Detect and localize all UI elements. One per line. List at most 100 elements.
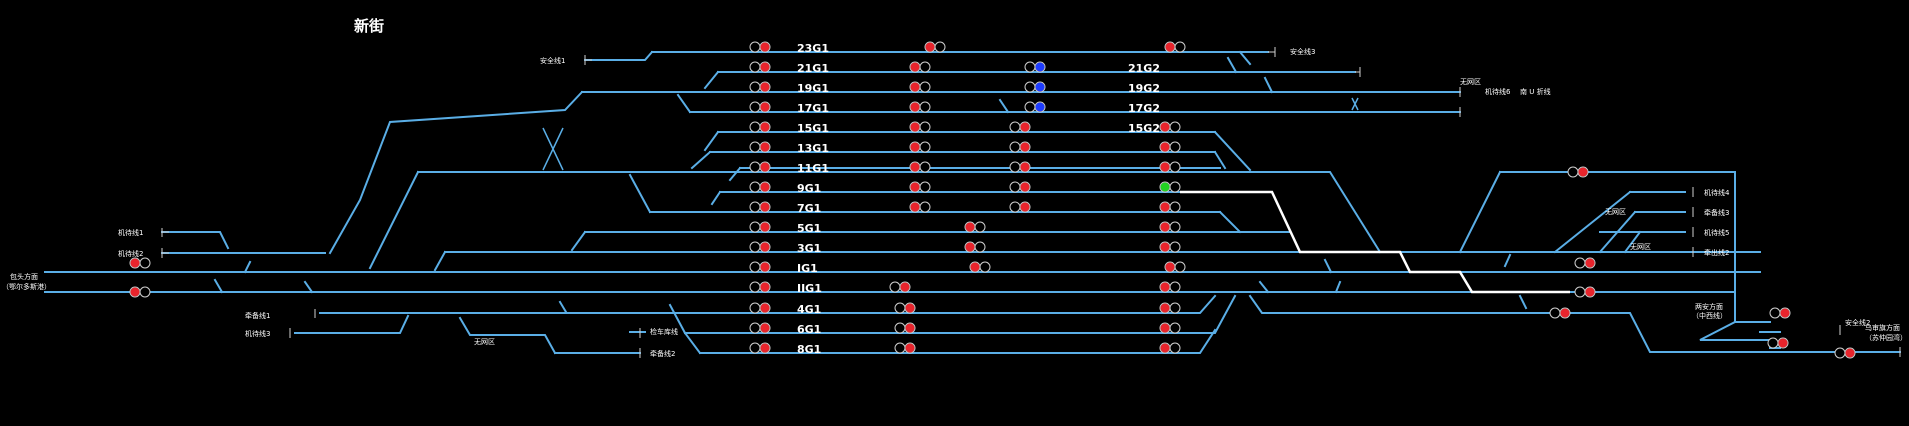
signal-lamp[interactable] — [1159, 342, 1181, 354]
signal-lamp[interactable] — [1574, 257, 1596, 269]
signal-lamp-red — [925, 42, 935, 52]
signal-lamp[interactable] — [1567, 166, 1589, 178]
track-8g1[interactable] — [699, 328, 1217, 354]
signal-lamp[interactable] — [1009, 181, 1031, 193]
signal-lamp[interactable] — [1159, 241, 1181, 253]
signal-lamp-ring — [1169, 201, 1181, 213]
signal-lamp[interactable] — [749, 201, 771, 213]
signal-lamp[interactable] — [1159, 221, 1181, 233]
signal-lamp[interactable] — [749, 81, 771, 93]
signal-lamp[interactable] — [1159, 181, 1181, 193]
signal-lamp[interactable] — [909, 181, 931, 193]
signal-lamp[interactable] — [749, 322, 771, 334]
signal-lamp-red — [910, 162, 920, 172]
signal-lamp[interactable] — [1574, 286, 1596, 298]
signal-lamp-blue — [1035, 82, 1045, 92]
signal-lamp[interactable] — [964, 241, 986, 253]
signal-lamp[interactable] — [1164, 261, 1186, 273]
signal-lamp[interactable] — [1024, 61, 1046, 73]
signal-lamp[interactable] — [1834, 347, 1856, 359]
track-9g1-siding[interactable] — [417, 171, 1382, 254]
signal-lamp[interactable] — [749, 281, 771, 293]
signal-lamp[interactable] — [909, 141, 931, 153]
signal-lamp[interactable] — [1159, 121, 1181, 133]
signal-lamp[interactable] — [1159, 201, 1181, 213]
label-depot: 检车库线 — [650, 327, 678, 336]
signal-lamp-red — [1160, 343, 1170, 353]
signal-lamp-ring — [889, 281, 901, 293]
signal-lamp[interactable] — [909, 161, 931, 173]
signal-lamp-ring — [1024, 61, 1036, 73]
signal-lamp[interactable] — [749, 141, 771, 153]
signal-lamp-red — [1560, 308, 1570, 318]
signal-lamp[interactable] — [129, 257, 151, 269]
signal-lamp[interactable] — [1549, 307, 1571, 319]
label-east-dir-2: （苏仲园湾） — [1865, 333, 1907, 342]
label-mid-dir-1: 两安方面 — [1695, 302, 1723, 311]
signal-lamp-red — [760, 262, 770, 272]
signal-lamp[interactable] — [894, 302, 916, 314]
label-safety1: 安全线1 — [540, 56, 565, 65]
signal-lamp[interactable] — [749, 181, 771, 193]
signal-lamp-red — [910, 122, 920, 132]
signal-lamp-red — [760, 303, 770, 313]
signal-lamp-red — [1845, 348, 1855, 358]
signal-lamp-ring — [1574, 286, 1586, 298]
signal-lamp[interactable] — [749, 41, 771, 53]
signal-lamp[interactable] — [1009, 161, 1031, 173]
signal-lamp-ring — [749, 201, 761, 213]
signal-lamp-ring — [749, 161, 761, 173]
signal-lamp[interactable] — [909, 61, 931, 73]
signal-lamp-red — [1160, 222, 1170, 232]
signal-lamp[interactable] — [909, 81, 931, 93]
signal-lamp[interactable] — [894, 342, 916, 354]
signal-lamp[interactable] — [909, 121, 931, 133]
signal-lamp-red — [910, 82, 920, 92]
signal-lamp[interactable] — [1159, 302, 1181, 314]
signal-lamp[interactable] — [1009, 201, 1031, 213]
signal-lamp[interactable] — [1159, 322, 1181, 334]
signal-lamp[interactable] — [924, 41, 946, 53]
signal-lamp[interactable] — [749, 101, 771, 113]
signal-lamp[interactable] — [749, 241, 771, 253]
signal-lamp-red — [1778, 338, 1788, 348]
signal-lamp-red — [760, 122, 770, 132]
label-17g1: 17G1 — [797, 102, 829, 115]
signal-lamp[interactable] — [749, 302, 771, 314]
signal-lamp[interactable] — [1024, 101, 1046, 113]
signal-lamp[interactable] — [1159, 161, 1181, 173]
signal-lamp-red — [1585, 258, 1595, 268]
signal-lamp[interactable] — [1159, 141, 1181, 153]
signal-lamp[interactable] — [749, 261, 771, 273]
label-fwd4: 机待线4 — [1704, 188, 1730, 197]
signal-lamp[interactable] — [1164, 41, 1186, 53]
signal-lamp[interactable] — [909, 201, 931, 213]
signal-lamp-ring — [979, 261, 991, 273]
signal-lamp[interactable] — [894, 322, 916, 334]
signal-lamp[interactable] — [1159, 281, 1181, 293]
signal-lamp[interactable] — [129, 286, 151, 298]
signal-lamp-ring — [974, 221, 986, 233]
label-noline-d: 无网区 — [1630, 243, 1651, 251]
signal-lamp[interactable] — [969, 261, 991, 273]
signal-lamp[interactable] — [749, 221, 771, 233]
signal-lamp-ring — [749, 322, 761, 334]
signal-lamp-red — [905, 303, 915, 313]
signal-lamp[interactable] — [749, 121, 771, 133]
signal-lamp[interactable] — [1024, 81, 1046, 93]
signal-lamp[interactable] — [749, 342, 771, 354]
signal-lamp[interactable] — [909, 101, 931, 113]
label-fwd3: 机待线3 — [245, 329, 270, 338]
label-repair1: 牵备线1 — [245, 311, 270, 320]
signal-lamp[interactable] — [1769, 307, 1791, 319]
signal-lamp[interactable] — [889, 281, 911, 293]
signal-lamp[interactable] — [749, 61, 771, 73]
signal-lamp[interactable] — [1009, 121, 1031, 133]
signal-lamp[interactable] — [964, 221, 986, 233]
track-4g1[interactable] — [319, 294, 1217, 314]
track-6g1[interactable] — [684, 294, 1237, 334]
signal-lamp[interactable] — [1767, 337, 1789, 349]
signal-lamp[interactable] — [1009, 141, 1031, 153]
signal-lamp[interactable] — [749, 161, 771, 173]
signal-lamp-red — [760, 202, 770, 212]
